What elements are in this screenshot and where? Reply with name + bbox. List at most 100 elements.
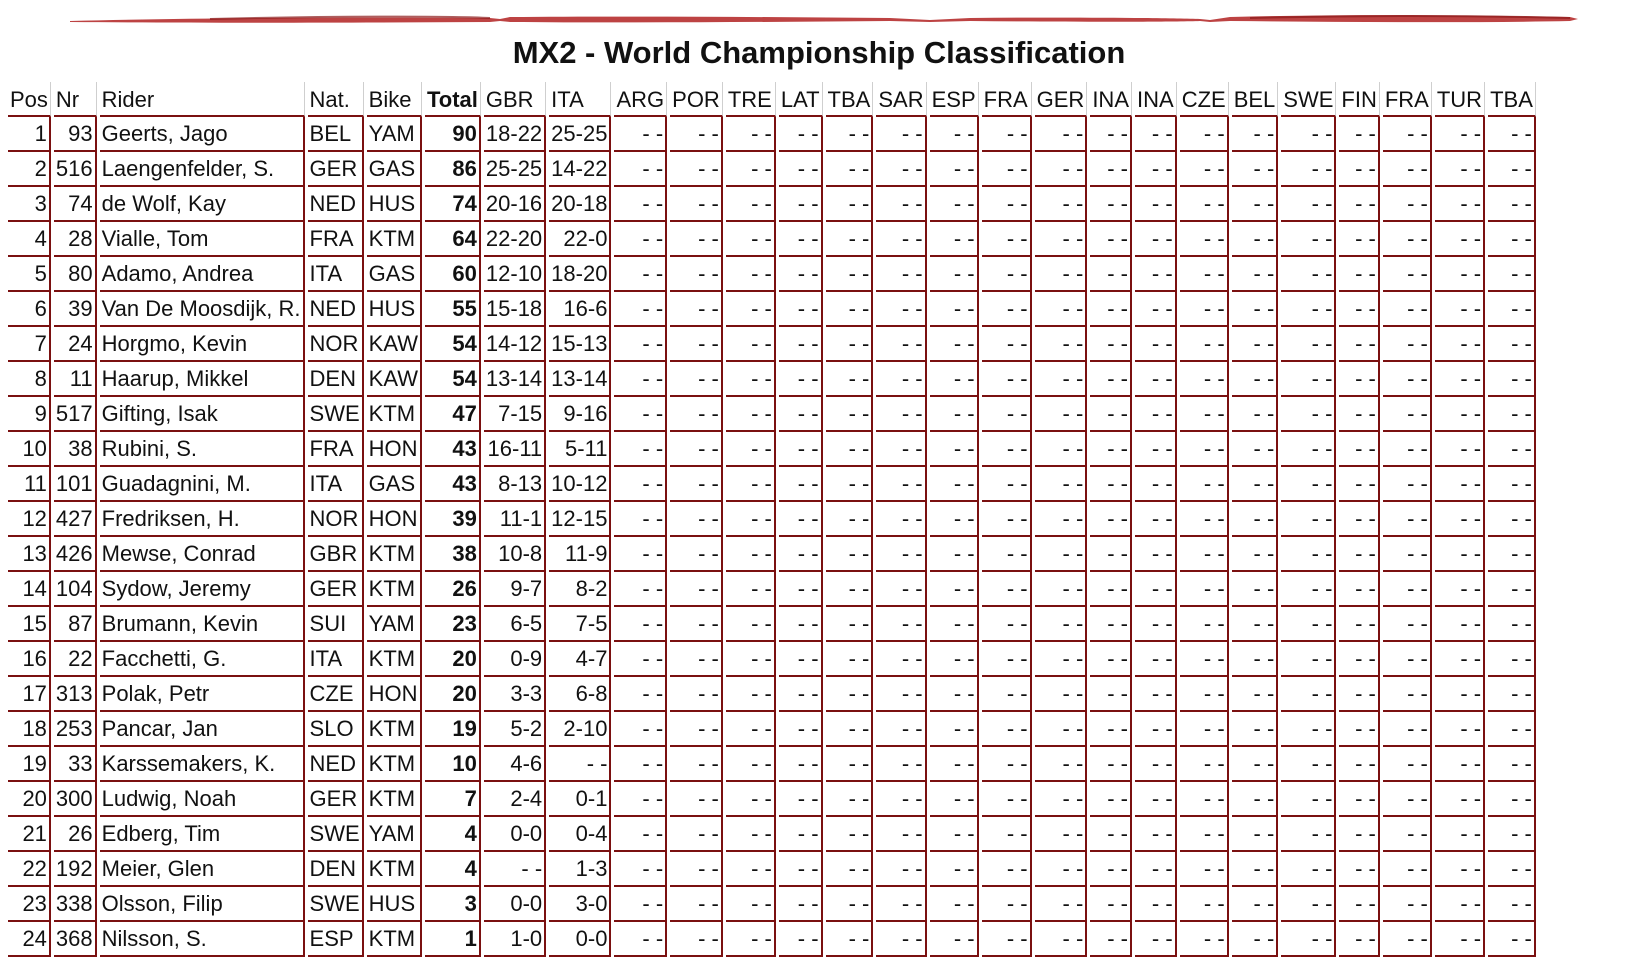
column-header: POR	[670, 82, 723, 117]
cell-empty-result: - -	[1034, 432, 1088, 467]
table-row: 7 24 Horgmo, Kevin NOR KAW 54 14-12 15-13- -- -…	[8, 327, 1536, 362]
cell-empty-result: - -	[1090, 502, 1132, 537]
cell-rider: Brumann, Kevin	[99, 607, 305, 642]
cell-empty-result: - -	[825, 607, 874, 642]
cell-nat: FRA	[307, 432, 364, 467]
cell-pos: 8	[8, 362, 51, 397]
cell-ita: 16-6	[549, 292, 612, 327]
cell-ita: 3-0	[549, 887, 612, 922]
cell-empty-result: - -	[825, 362, 874, 397]
cell-pos: 16	[8, 642, 51, 677]
cell-nat: DEN	[307, 852, 364, 887]
cell-empty-result: - -	[1034, 292, 1088, 327]
cell-empty-result: - -	[1339, 817, 1380, 852]
cell-ita: 0-0	[549, 922, 612, 957]
column-header: INA	[1090, 82, 1132, 117]
cell-nr: 101	[53, 467, 97, 502]
column-header: TBA	[825, 82, 874, 117]
cell-pos: 22	[8, 852, 51, 887]
cell-empty-result: - -	[981, 432, 1032, 467]
cell-empty-result: - -	[725, 572, 776, 607]
cell-empty-result: - -	[670, 292, 723, 327]
cell-rider: Edberg, Tim	[99, 817, 305, 852]
cell-empty-result: - -	[670, 887, 723, 922]
cell-nat: SLO	[307, 712, 364, 747]
cell-empty-result: - -	[876, 817, 927, 852]
cell-empty-result: - -	[614, 887, 668, 922]
cell-empty-result: - -	[825, 852, 874, 887]
cell-empty-result: - -	[614, 222, 668, 257]
cell-empty-result: - -	[614, 747, 668, 782]
cell-empty-result: - -	[825, 117, 874, 152]
cell-empty-result: - -	[614, 712, 668, 747]
cell-empty-result: - -	[876, 222, 927, 257]
cell-empty-result: - -	[981, 677, 1032, 712]
cell-empty-result: - -	[1179, 607, 1229, 642]
cell-nat: SWE	[307, 397, 364, 432]
cell-empty-result: - -	[1090, 747, 1132, 782]
cell-empty-result: - -	[1281, 117, 1337, 152]
cell-total: 3	[424, 887, 481, 922]
cell-empty-result: - -	[1382, 537, 1432, 572]
cell-empty-result: - -	[778, 257, 823, 292]
cell-empty-result: - -	[1135, 117, 1177, 152]
cell-empty-result: - -	[1135, 922, 1177, 957]
cell-empty-result: - -	[981, 117, 1032, 152]
column-header: GBR	[483, 82, 547, 117]
cell-empty-result: - -	[670, 222, 723, 257]
cell-gbr: 16-11	[483, 432, 547, 467]
cell-empty-result: - -	[1231, 362, 1279, 397]
cell-empty-result: - -	[1090, 537, 1132, 572]
cell-nr: 87	[53, 607, 97, 642]
cell-empty-result: - -	[1135, 747, 1177, 782]
cell-empty-result: - -	[778, 677, 823, 712]
cell-empty-result: - -	[1339, 432, 1380, 467]
cell-empty-result: - -	[1434, 502, 1486, 537]
cell-empty-result: - -	[1339, 222, 1380, 257]
cell-empty-result: - -	[981, 502, 1032, 537]
cell-empty-result: - -	[1281, 257, 1337, 292]
cell-gbr: 15-18	[483, 292, 547, 327]
column-header: Pos	[8, 82, 51, 117]
cell-empty-result: - -	[614, 502, 668, 537]
cell-empty-result: - -	[778, 222, 823, 257]
cell-empty-result: - -	[1434, 292, 1486, 327]
cell-empty-result: - -	[1034, 152, 1088, 187]
cell-nat: DEN	[307, 362, 364, 397]
cell-empty-result: - -	[1339, 397, 1380, 432]
cell-empty-result: - -	[1179, 152, 1229, 187]
cell-nr: 28	[53, 222, 97, 257]
cell-empty-result: - -	[981, 467, 1032, 502]
cell-empty-result: - -	[1135, 187, 1177, 222]
cell-total: 43	[424, 432, 481, 467]
cell-empty-result: - -	[1488, 222, 1536, 257]
cell-empty-result: - -	[1281, 397, 1337, 432]
cell-empty-result: - -	[1231, 222, 1279, 257]
cell-empty-result: - -	[981, 887, 1032, 922]
cell-empty-result: - -	[1135, 817, 1177, 852]
cell-empty-result: - -	[876, 502, 927, 537]
cell-total: 4	[424, 817, 481, 852]
cell-empty-result: - -	[876, 432, 927, 467]
cell-empty-result: - -	[1281, 327, 1337, 362]
cell-nat: FRA	[307, 222, 364, 257]
cell-empty-result: - -	[1382, 117, 1432, 152]
cell-empty-result: - -	[1382, 887, 1432, 922]
cell-empty-result: - -	[1382, 187, 1432, 222]
cell-pos: 24	[8, 922, 51, 957]
brush-stroke-decoration	[70, 15, 1578, 23]
cell-rider: Nilsson, S.	[99, 922, 305, 957]
cell-ita: 0-1	[549, 782, 612, 817]
cell-empty-result: - -	[670, 257, 723, 292]
cell-empty-result: - -	[1231, 187, 1279, 222]
cell-empty-result: - -	[1231, 432, 1279, 467]
column-header: TUR	[1434, 82, 1486, 117]
cell-empty-result: - -	[1135, 397, 1177, 432]
column-header: SAR	[876, 82, 927, 117]
cell-empty-result: - -	[1488, 642, 1536, 677]
cell-empty-result: - -	[778, 747, 823, 782]
cell-empty-result: - -	[725, 292, 776, 327]
cell-empty-result: - -	[1434, 607, 1486, 642]
cell-rider: de Wolf, Kay	[99, 187, 305, 222]
cell-empty-result: - -	[1488, 467, 1536, 502]
